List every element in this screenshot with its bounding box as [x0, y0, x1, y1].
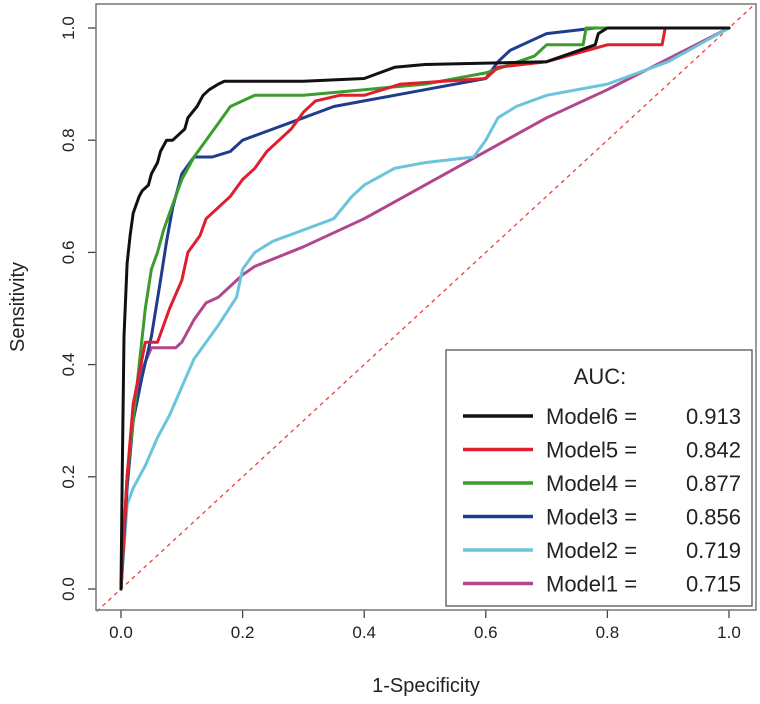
y-tick-label: 0.8: [59, 128, 78, 152]
legend-auc-model3: 0.856: [686, 505, 741, 530]
series-layer: [96, 5, 754, 612]
legend-label-model3: Model3 =: [546, 505, 637, 530]
y-tick-label: 0.0: [59, 577, 78, 601]
reference-diagonal-line: [96, 5, 754, 612]
y-axis-label: Sensitivity: [7, 262, 29, 352]
legend-auc-model5: 0.842: [686, 438, 741, 463]
y-tick-label: 0.4: [59, 353, 78, 377]
roc-curve-model6: [119, 26, 731, 591]
x-tick-label: 0.6: [474, 623, 498, 642]
x-tick-label: 1.0: [717, 623, 741, 642]
axes: 0.0 0.2 0.4 0.6 0.8 1.0 0.0 0.2 0.4 0.6 0.8 1.0: [59, 16, 741, 642]
legend-auc-model4: 0.877: [686, 471, 741, 496]
y-tick-label: 1.0: [59, 16, 78, 40]
x-axis-label: 1-Specificity: [372, 675, 480, 697]
y-tick-label: 0.6: [59, 241, 78, 265]
legend-label-model1: Model1 =: [546, 572, 637, 597]
x-tick-label: 0.4: [352, 623, 376, 642]
legend-box: [445, 349, 753, 607]
legend-title: AUC:: [574, 364, 627, 389]
legend-auc-model2: 0.719: [686, 538, 741, 563]
roc-curve-model3: [119, 26, 731, 591]
legend-label-model6: Model6 =: [546, 404, 637, 429]
legend-auc-model6: 0.913: [686, 404, 741, 429]
plot-frame: [95, 3, 757, 611]
roc-curve-model4: [119, 26, 731, 591]
legend-auc-model1: 0.715: [686, 572, 741, 597]
legend-label-model2: Model2 =: [546, 538, 637, 563]
legend-label-model5: Model5 =: [546, 438, 637, 463]
y-tick-label: 0.2: [59, 465, 78, 489]
x-tick-label: 0.8: [596, 623, 620, 642]
roc-curve-model5: [119, 26, 731, 591]
legend-label-model4: Model4 =: [546, 471, 637, 496]
roc-curve-model2: [119, 26, 731, 591]
x-tick-label: 0.0: [109, 623, 133, 642]
legend: AUC: Model6 = 0.913 Model5 = 0.842 Model4 = 0.…: [445, 349, 753, 607]
x-tick-label: 0.2: [231, 623, 255, 642]
